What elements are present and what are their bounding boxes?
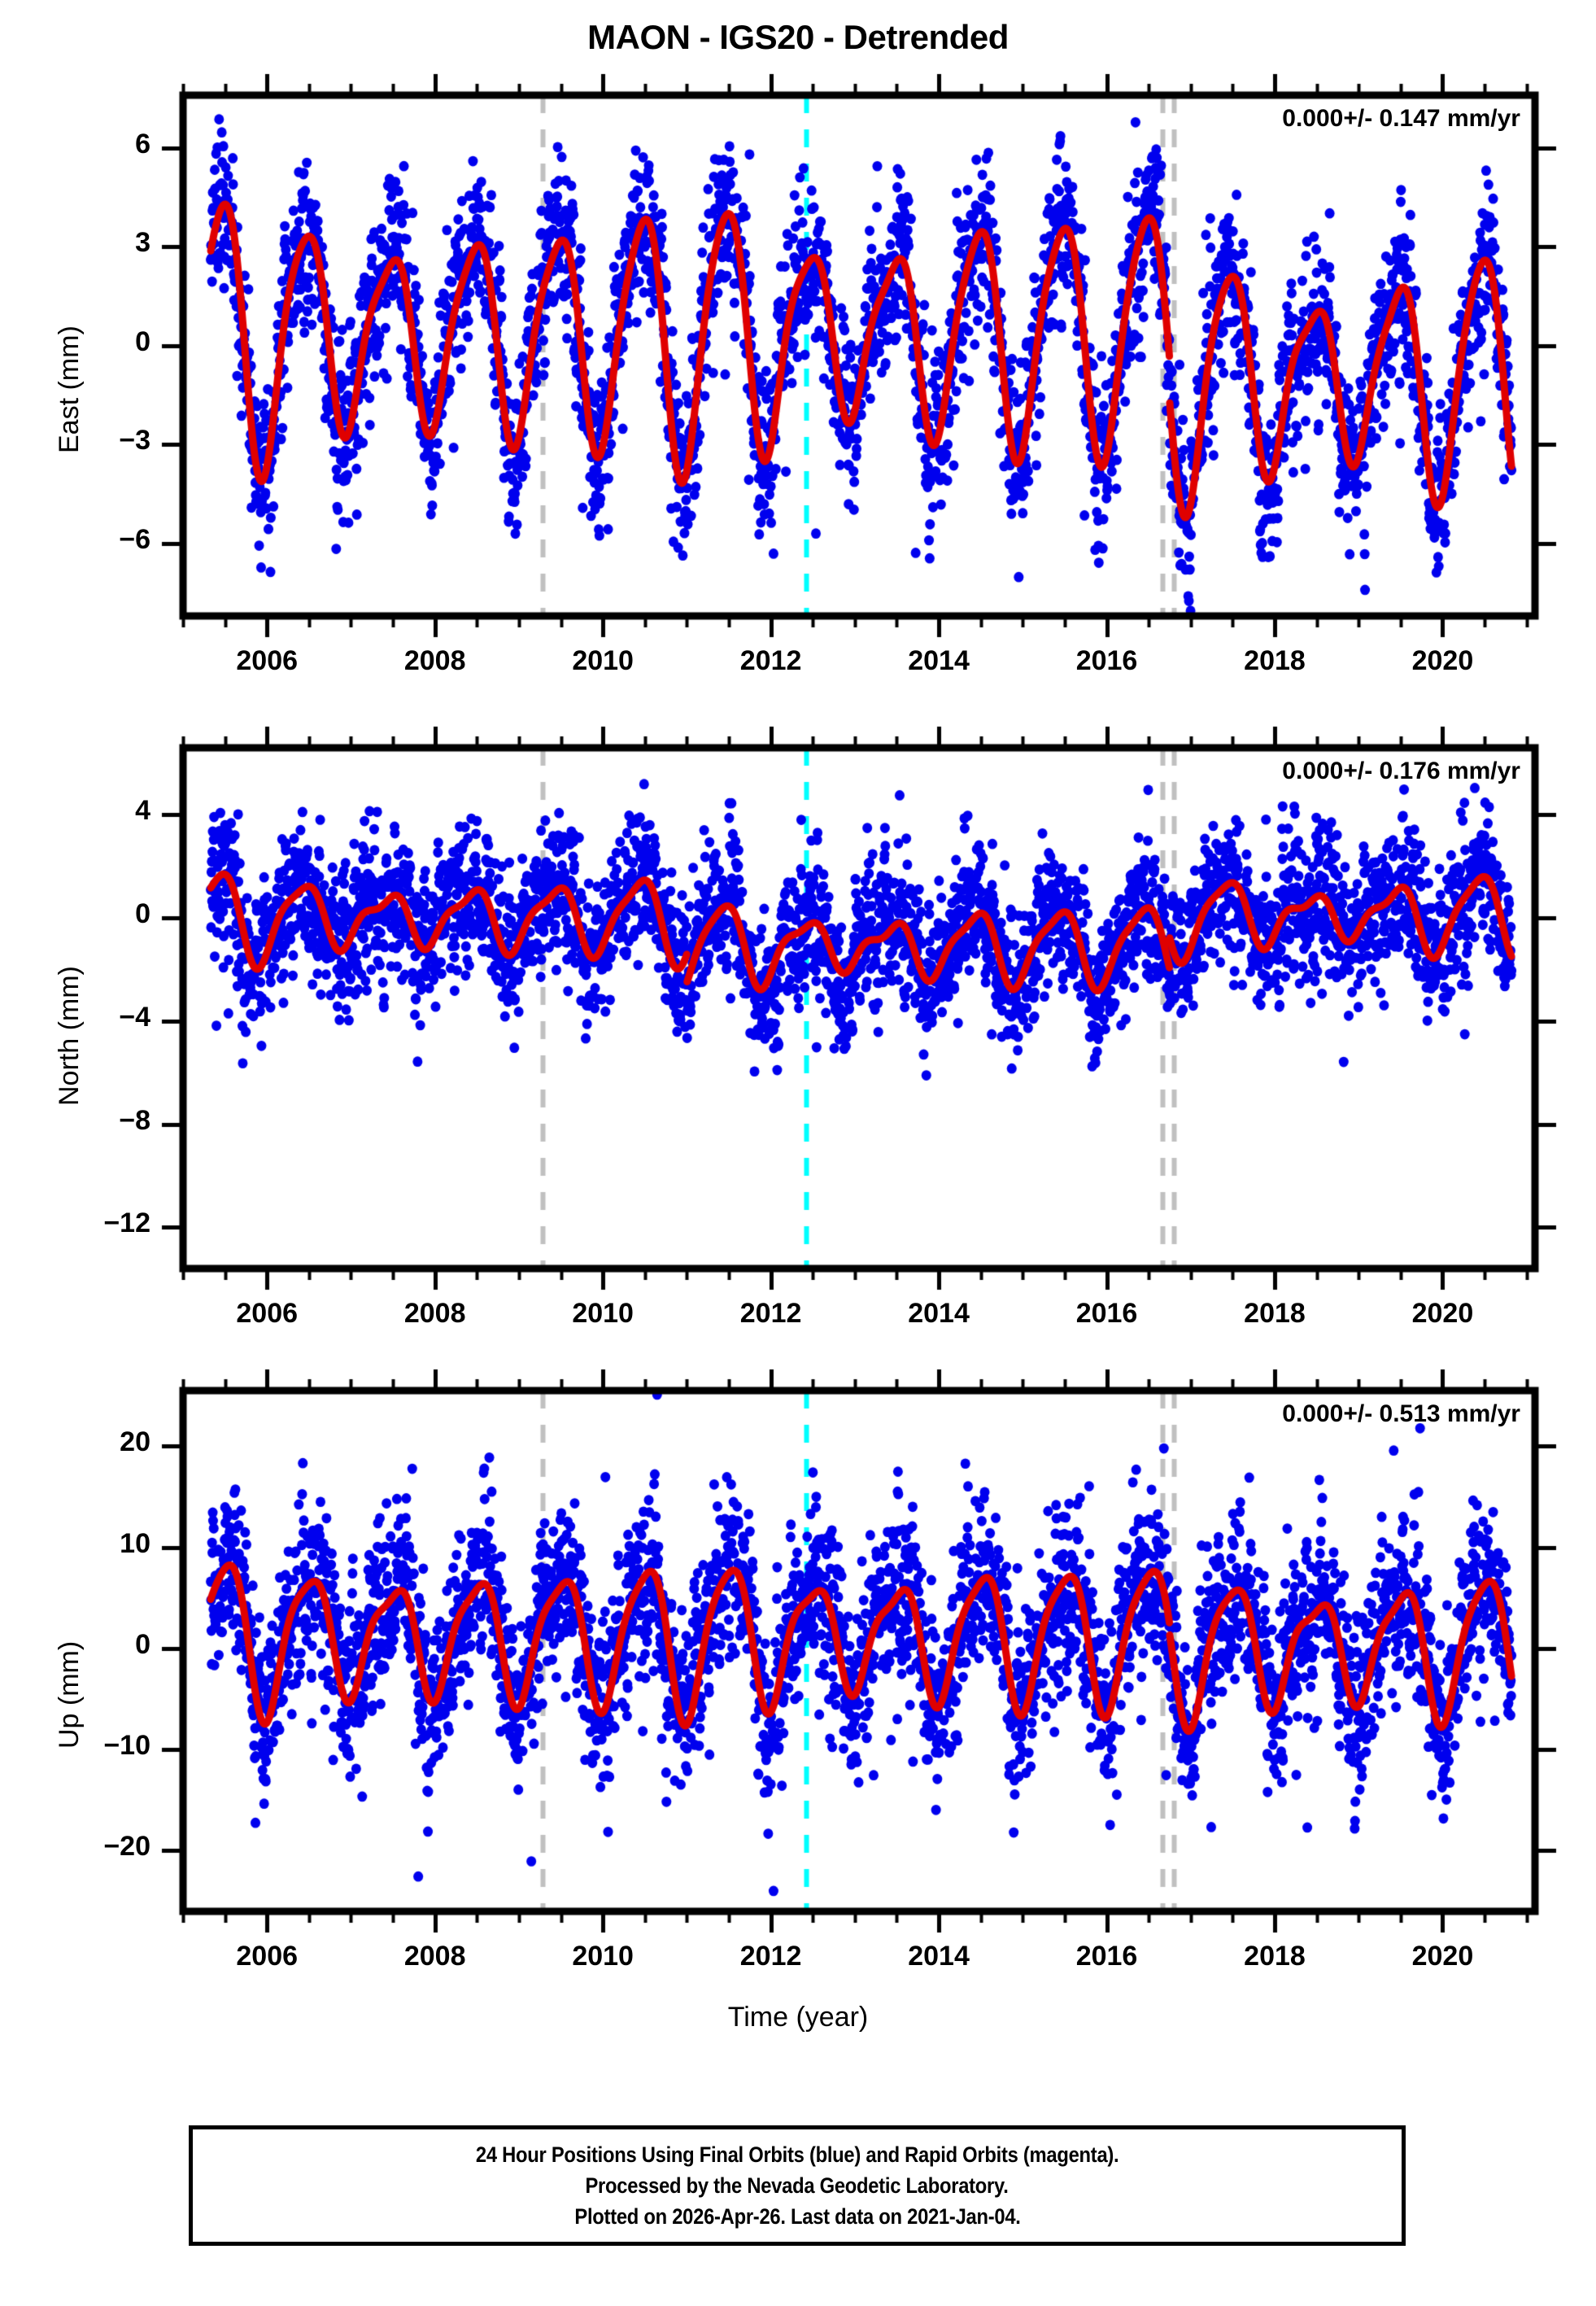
caption-line-2: Processed by the Nevada Geodetic Laborat… xyxy=(585,2173,1009,2198)
xtick-label-up-2006: 2006 xyxy=(236,1941,299,1972)
ytick-label-north-2: −4 xyxy=(119,1001,150,1033)
rate-annotation-up: 0.000+/- 0.513 mm/yr xyxy=(1282,1400,1520,1427)
xtick-label-north-2006: 2006 xyxy=(236,1298,299,1329)
xtick-label-up-2008: 2008 xyxy=(403,1941,466,1972)
axis-label-north: North (mm) xyxy=(54,966,85,1106)
xtick-label-up-2014: 2014 xyxy=(908,1941,970,1972)
xtick-label-up-2016: 2016 xyxy=(1075,1941,1138,1972)
ytick-label-up-4: −20 xyxy=(103,1831,150,1863)
xtick-label-up-2018: 2018 xyxy=(1244,1941,1306,1972)
ytick-label-east-0: 6 xyxy=(135,128,150,159)
ytick-label-north-4: −12 xyxy=(103,1208,150,1239)
xtick-label-east-2016: 2016 xyxy=(1075,645,1138,676)
xtick-label-north-2012: 2012 xyxy=(739,1298,802,1329)
xtick-label-east-2010: 2010 xyxy=(572,645,634,676)
xtick-label-east-2008: 2008 xyxy=(403,645,466,676)
xtick-label-north-2018: 2018 xyxy=(1244,1298,1306,1329)
ytick-label-up-3: −10 xyxy=(103,1730,150,1762)
xtick-label-up-2012: 2012 xyxy=(739,1941,802,1972)
xtick-label-north-2014: 2014 xyxy=(908,1298,970,1329)
rate-annotation-east: 0.000+/- 0.147 mm/yr xyxy=(1282,105,1520,132)
xtick-label-north-2010: 2010 xyxy=(572,1298,634,1329)
axis-label-east: East (mm) xyxy=(54,325,85,453)
xtick-label-east-2018: 2018 xyxy=(1244,645,1306,676)
xtick-label-east-2012: 2012 xyxy=(739,645,802,676)
xtick-label-north-2008: 2008 xyxy=(403,1298,466,1329)
caption-line-3: Plotted on 2026-Apr-26. Last data on 202… xyxy=(573,2204,1021,2230)
axis-label-up: Up (mm) xyxy=(54,1640,85,1749)
xtick-label-east-2020: 2020 xyxy=(1411,645,1474,676)
xtick-label-east-2014: 2014 xyxy=(908,645,970,676)
ytick-label-north-1: 0 xyxy=(135,898,150,930)
xtick-label-up-2010: 2010 xyxy=(572,1941,634,1972)
ytick-label-east-2: 0 xyxy=(135,325,150,357)
xtick-label-north-2016: 2016 xyxy=(1075,1298,1138,1329)
ytick-label-east-3: −3 xyxy=(119,425,150,456)
ytick-label-up-1: 10 xyxy=(120,1527,150,1559)
caption-line-1: 24 Hour Positions Using Final Orbits (bl… xyxy=(475,2142,1119,2167)
ytick-label-up-0: 20 xyxy=(120,1426,150,1458)
ytick-label-north-0: 4 xyxy=(135,795,150,827)
ytick-label-east-4: −6 xyxy=(119,523,150,555)
ytick-label-north-3: −8 xyxy=(119,1104,150,1136)
xtick-label-north-2020: 2020 xyxy=(1411,1298,1474,1329)
xtick-label-east-2006: 2006 xyxy=(236,645,299,676)
ytick-label-east-1: 3 xyxy=(135,227,150,259)
figure-caption-box: 24 Hour Positions Using Final Orbits (bl… xyxy=(189,2125,1406,2246)
ytick-label-up-2: 0 xyxy=(135,1628,150,1660)
page-title: MAON - IGS20 - Detrended xyxy=(587,18,1009,56)
rate-annotation-north: 0.000+/- 0.176 mm/yr xyxy=(1282,758,1520,784)
axis-label-time: Time (year) xyxy=(727,2002,869,2033)
xtick-label-up-2020: 2020 xyxy=(1411,1941,1474,1972)
